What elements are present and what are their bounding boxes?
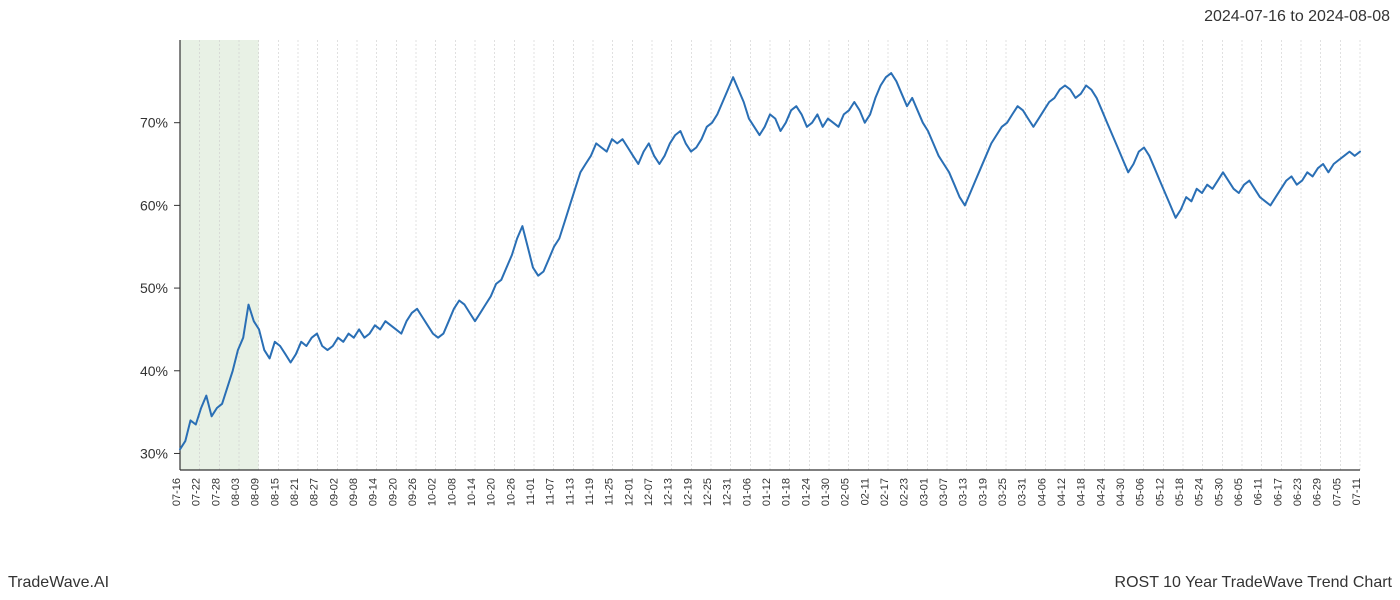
x-tick-label: 11-19 [584,478,596,505]
x-tick-label: 03-31 [1017,478,1029,506]
x-tick-label: 11-01 [525,478,537,505]
x-tick-label: 09-02 [328,478,340,506]
x-tick-label: 07-16 [171,478,183,506]
x-tick-label: 11-13 [564,478,576,505]
x-tick-label: 05-06 [1135,478,1147,506]
x-tick-label: 11-07 [545,478,557,505]
x-tick-label: 01-06 [741,478,753,506]
x-tick-label: 05-30 [1213,478,1225,506]
x-tick-label: 09-14 [368,478,380,506]
x-tick-label: 06-29 [1312,478,1324,506]
y-tick-label: 60% [140,197,168,213]
x-tick-label: 12-01 [623,478,635,506]
x-tick-label: 04-06 [1036,478,1048,506]
y-tick-label: 30% [140,445,168,461]
x-tick-label: 05-18 [1174,478,1186,506]
x-tick-label: 08-15 [269,478,281,506]
x-tick-label: 06-23 [1292,478,1304,506]
x-tick-label: 12-31 [722,478,734,506]
x-tick-label: 02-11 [859,478,871,505]
x-tick-label: 07-11 [1351,478,1363,505]
x-tick-label: 10-26 [505,478,517,506]
date-range-label: 2024-07-16 to 2024-08-08 [1204,8,1390,26]
x-tick-label: 03-19 [977,478,989,506]
x-tick-label: 08-21 [289,478,301,506]
x-tick-label: 01-30 [820,478,832,506]
x-tick-label: 11-25 [604,478,616,505]
footer-brand: TradeWave.AI [8,574,109,592]
x-tick-label: 01-24 [800,478,812,506]
x-tick-label: 04-12 [1056,478,1068,506]
x-tick-label: 10-02 [427,478,439,506]
x-tick-label: 02-05 [840,478,852,506]
x-tick-label: 02-17 [879,478,891,506]
x-tick-label: 12-19 [682,478,694,506]
x-tick-label: 09-20 [387,478,399,506]
x-tick-label: 06-05 [1233,478,1245,506]
x-tick-label: 03-07 [938,478,950,506]
x-tick-label: 01-18 [781,478,793,506]
x-tick-label: 09-08 [348,478,360,506]
x-tick-label: 07-05 [1331,478,1343,506]
x-tick-label: 12-07 [643,478,655,506]
x-tick-label: 04-18 [1076,478,1088,506]
x-tick-label: 10-08 [446,478,458,506]
x-tick-label: 06-17 [1272,478,1284,506]
y-tick-label: 70% [140,115,168,131]
x-tick-label: 05-12 [1154,478,1166,506]
x-tick-label: 12-25 [702,478,714,506]
x-tick-label: 07-22 [191,478,203,506]
trend-chart-svg: 07-16 07-22 07-28 08-03 08-09 08-15 08-21 08-27… [0,40,1400,540]
x-tick-label: 04-30 [1115,478,1127,506]
footer-chart-title: ROST 10 Year TradeWave Trend Chart [1115,574,1392,592]
y-tick-label: 50% [140,280,168,296]
x-tick-label: 01-12 [761,478,773,506]
x-tick-label: 12-13 [663,478,675,506]
x-tick-label: 07-28 [210,478,222,506]
x-tick-label: 06-11 [1253,478,1265,505]
x-tick-label: 09-26 [407,478,419,506]
x-tick-label: 02-23 [899,478,911,506]
x-tick-label: 05-24 [1194,478,1206,506]
x-tick-label: 03-25 [997,478,1009,506]
x-tick-label: 08-09 [250,478,262,506]
x-tick-label: 04-24 [1095,478,1107,506]
chart-container: 07-16 07-22 07-28 08-03 08-09 08-15 08-21 08-27… [0,40,1400,540]
y-tick-label: 40% [140,363,168,379]
x-tick-label: 10-20 [486,478,498,506]
x-tick-label: 10-14 [466,478,478,506]
x-tick-label: 03-01 [918,478,930,506]
x-tick-label: 08-03 [230,478,242,506]
x-tick-label: 08-27 [309,478,321,506]
x-tick-label: 03-13 [958,478,970,506]
